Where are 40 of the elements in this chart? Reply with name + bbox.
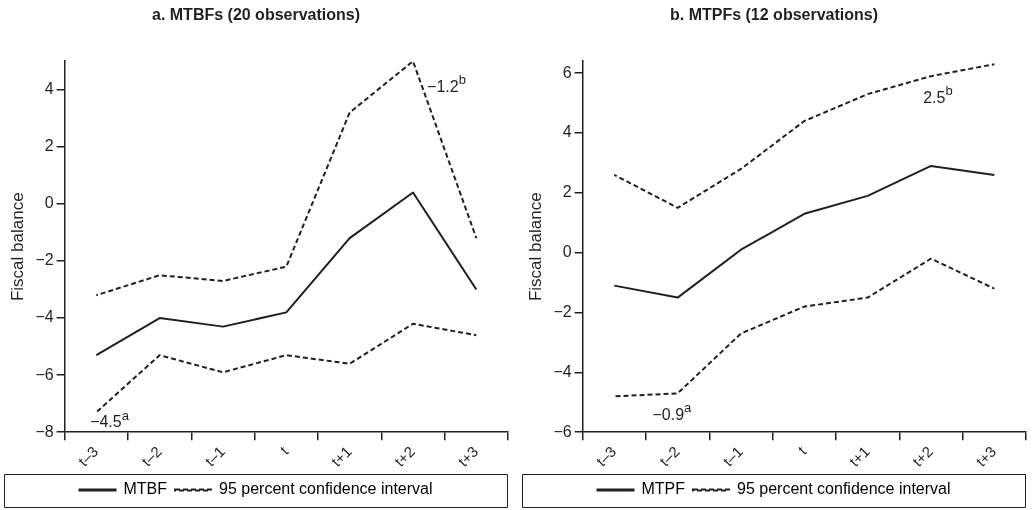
legend-label: MTBF	[123, 480, 168, 498]
x-tick-label: t–1	[719, 442, 747, 470]
y-tick-label: −2	[553, 302, 572, 320]
x-tick-label: t–2	[137, 442, 165, 470]
y-tick-label: −6	[35, 365, 54, 383]
legend-label: MTPF	[641, 480, 686, 498]
y-tick-label: 2	[562, 183, 572, 201]
x-tick-label: t–2	[655, 442, 683, 470]
y-tick-label: 6	[562, 63, 572, 81]
x-tick-label: t	[276, 442, 292, 458]
line-series	[613, 257, 996, 398]
x-tick-label: t	[794, 442, 810, 458]
x-tick-label: t+3	[972, 442, 1000, 470]
x-tick-label: t+1	[327, 442, 355, 470]
y-axis-title: Fiscal balance	[7, 192, 27, 302]
y-tick-label: −4	[35, 308, 54, 326]
x-tick-label: t+3	[454, 442, 482, 470]
y-tick-label: −8	[35, 422, 54, 440]
y-tick-label: 0	[562, 243, 572, 261]
line-series	[613, 63, 996, 209]
line-series	[95, 322, 478, 414]
x-tick-label: t+2	[390, 442, 419, 470]
x-tick-label: t–3	[592, 442, 620, 470]
y-tick-label: −2	[35, 251, 54, 269]
y-tick-label: 2	[44, 137, 54, 155]
x-tick-label: t+2	[908, 442, 937, 470]
x-tick-label: t–3	[74, 442, 102, 470]
x-tick-label: t–1	[201, 442, 229, 470]
y-tick-label: 4	[562, 123, 572, 141]
chart-title: b. MTPFs (12 observations)	[669, 6, 879, 24]
line-series	[95, 61, 478, 297]
y-tick-label: −4	[553, 362, 572, 380]
y-tick-label: 0	[44, 194, 54, 212]
y-tick-label: −6	[553, 422, 572, 440]
legend-label: 95 percent confidence interval	[219, 480, 433, 498]
x-tick-label: t+1	[845, 442, 873, 470]
legend-label: 95 percent confidence interval	[737, 480, 951, 498]
y-tick-label: 4	[44, 80, 54, 98]
chart-title: a. MTBFs (20 observations)	[151, 6, 361, 24]
y-axis-title: Fiscal balance	[525, 192, 545, 302]
